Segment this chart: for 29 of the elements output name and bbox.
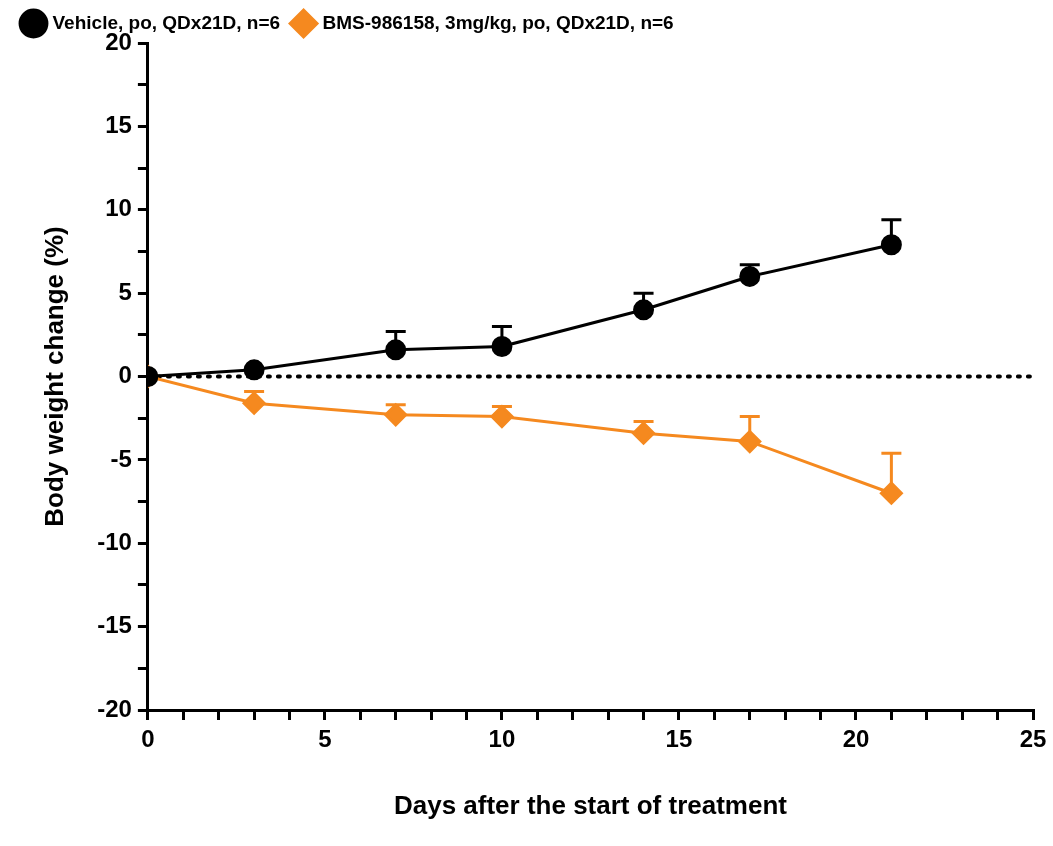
point	[490, 405, 514, 429]
y-tick-label: -5	[110, 444, 132, 472]
point	[491, 335, 513, 357]
point	[633, 299, 655, 321]
legend-label: BMS-986158, 3mg/kg, po, QDx21D, n=6	[322, 11, 674, 33]
point	[243, 359, 265, 381]
point	[632, 421, 656, 445]
y-axis-title: Body weight change (%)	[38, 226, 69, 527]
y-tick-label: 0	[118, 361, 132, 389]
x-axis-title: Days after the start of treatment	[393, 789, 788, 820]
x-tick-label: 10	[488, 725, 516, 753]
y-tick-label: 5	[118, 277, 132, 305]
y-tick-label: 15	[105, 111, 132, 138]
y-tick-label: 10	[105, 194, 132, 222]
point	[879, 481, 903, 505]
x-tick-label: 0	[141, 725, 155, 753]
point	[385, 339, 407, 361]
y-tick-label: -20	[97, 694, 132, 722]
y-tick-label: -15	[97, 611, 132, 639]
point	[242, 391, 266, 415]
x-tick-label: 20	[842, 725, 870, 753]
x-tick-label: 25	[1019, 725, 1047, 753]
y-tick-label: -10	[97, 527, 132, 555]
point	[880, 234, 902, 256]
x-tick-label: 15	[665, 725, 693, 753]
point	[739, 265, 761, 287]
point	[738, 430, 762, 454]
x-tick-label: 5	[318, 725, 332, 753]
point	[384, 403, 408, 427]
